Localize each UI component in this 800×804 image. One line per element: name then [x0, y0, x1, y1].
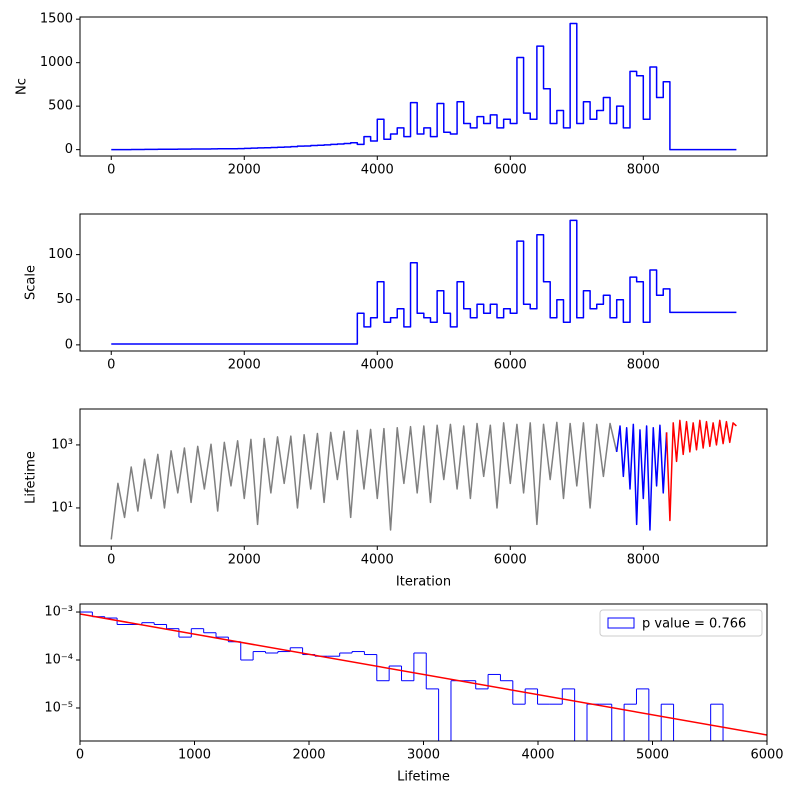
- x-tick-label: 8000: [627, 553, 660, 568]
- x-tick-label: 0: [107, 358, 115, 373]
- x-tick-label: 6000: [494, 358, 527, 373]
- x-tick-label: 8000: [627, 163, 660, 178]
- data-line: [665, 419, 737, 522]
- axes-frame: [79, 408, 768, 547]
- x-tick-label: 0: [107, 163, 115, 178]
- x-tick-label: 6000: [494, 553, 527, 568]
- y-axis-label: Lifetime: [24, 451, 39, 504]
- x-axis-label: Iteration: [396, 575, 451, 590]
- y-tick-label: 0: [65, 142, 73, 157]
- x-tick-label: 1000: [178, 748, 211, 763]
- y-tick-label: 1000: [40, 55, 73, 70]
- fit-line: [80, 613, 767, 736]
- y-tick-label: 100: [48, 247, 73, 262]
- x-tick-label: 0: [107, 553, 115, 568]
- y-tick-label: 0: [65, 337, 73, 352]
- y-tick-label: 1500: [40, 12, 73, 27]
- x-tick-label: 4000: [361, 163, 394, 178]
- x-tick-label: 4000: [361, 553, 394, 568]
- x-tick-label: 4000: [521, 748, 554, 763]
- axes-frame: [79, 213, 768, 352]
- y-tick-label: 10⁻⁴: [44, 653, 73, 668]
- y-tick-label: 10³: [51, 437, 73, 452]
- legend-swatch: [607, 617, 635, 629]
- axes-frame: [79, 603, 768, 742]
- axes-frame: [79, 16, 768, 157]
- x-tick-label: 4000: [361, 358, 394, 373]
- y-tick-label: 10⁻³: [44, 605, 73, 620]
- y-tick-label: 500: [48, 99, 73, 114]
- y-tick-label: 10⁻⁵: [44, 700, 73, 715]
- data-line: [615, 423, 668, 531]
- x-tick-label: 2000: [228, 163, 261, 178]
- plot-area: [111, 22, 737, 151]
- x-tick-label: 2000: [228, 553, 261, 568]
- x-tick-label: 6000: [750, 748, 783, 763]
- plot-area: [110, 419, 737, 540]
- x-tick-label: 5000: [636, 748, 669, 763]
- y-axis-label: Nc: [15, 78, 30, 95]
- x-tick-label: 8000: [627, 358, 660, 373]
- x-axis-label: Lifetime: [397, 770, 450, 785]
- x-tick-label: 6000: [494, 163, 527, 178]
- x-tick-label: 2000: [292, 748, 325, 763]
- y-tick-label: 50: [56, 292, 73, 307]
- legend: [599, 609, 763, 637]
- legend-label: p value = 0.766: [642, 617, 746, 632]
- x-tick-label: 2000: [228, 358, 261, 373]
- y-axis-label: Scale: [24, 265, 39, 300]
- x-tick-label: 0: [76, 748, 84, 763]
- data-line: [110, 421, 618, 540]
- plot-area: [111, 219, 737, 345]
- plot-area: [80, 611, 767, 741]
- y-tick-label: 10¹: [51, 500, 73, 515]
- x-tick-label: 3000: [407, 748, 440, 763]
- data-line: [111, 219, 737, 345]
- data-line: [111, 22, 737, 151]
